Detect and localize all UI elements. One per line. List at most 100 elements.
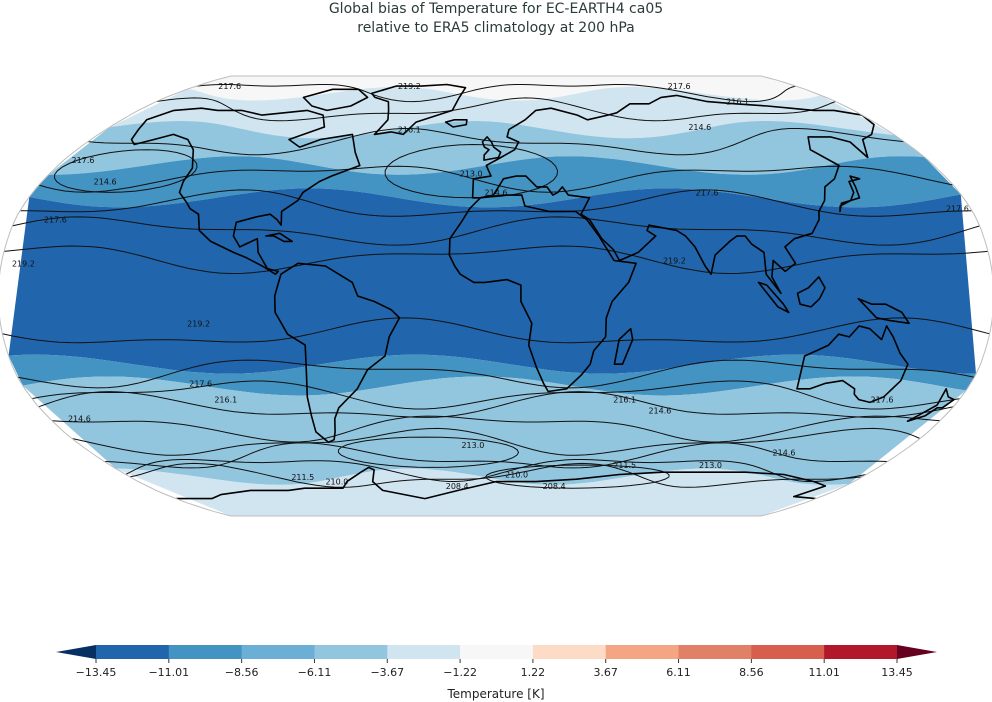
coastline-arctic-islands — [302, 88, 369, 112]
colorbar-tick-label: −3.67 — [370, 666, 404, 679]
contour-loop — [485, 464, 670, 489]
colorbar-tick-label: −1.22 — [443, 666, 477, 679]
colorbar-tick-label: 6.11 — [666, 666, 691, 679]
colorbar-tick-label: 8.56 — [739, 666, 764, 679]
coastline-new-zealand — [906, 388, 955, 422]
contour-line — [71, 427, 921, 456]
title-line-1: Global bias of Temperature for EC-EARTH4… — [328, 1, 664, 17]
colorbar-tick-label: 13.45 — [881, 666, 913, 679]
contour-label: 210.0 — [505, 471, 528, 480]
coastline-sumatra — [757, 281, 790, 314]
colorbar-label: Temperature [K] — [446, 687, 544, 701]
contour-label: 208.4 — [543, 482, 566, 491]
contour-label: 208.4 — [446, 482, 469, 491]
coastline-uk — [481, 136, 502, 161]
coastline-australia — [796, 325, 909, 404]
contour-label: 219.2 — [12, 259, 35, 268]
coastline-madagascar — [613, 327, 634, 365]
colorbar-box — [460, 645, 534, 659]
contour-label: 217.6 — [189, 379, 212, 388]
colorbar-tick-label: −6.11 — [298, 666, 332, 679]
contour-label: 216.1 — [726, 98, 749, 107]
contour-label: 211.5 — [291, 473, 314, 482]
coastline-borneo — [796, 276, 826, 308]
colorbar-box — [824, 645, 898, 659]
contour-label: 213.0 — [460, 169, 483, 178]
contour-label: 213.0 — [699, 461, 722, 470]
contour-line — [31, 380, 961, 410]
contour-label: 219.2 — [398, 82, 421, 91]
contour-label: 217.6 — [44, 216, 67, 225]
temperature-fill — [8, 76, 977, 516]
colorbar-tick-label: −8.56 — [225, 666, 259, 679]
fill-band — [115, 468, 849, 516]
fill-band — [29, 156, 961, 208]
contour-line — [52, 415, 940, 443]
chart-title: Global bias of Temperature for EC-EARTH4… — [0, 0, 992, 38]
title-line-2: relative to ERA5 climatology at 200 hPa — [357, 20, 635, 36]
colorbar: −13.45 −11.01 −8.56 −6.11 −3.67 −1.22 1.22 3.67… — [56, 645, 937, 701]
fill-band — [22, 376, 967, 485]
contour-label: 214.6 — [688, 123, 711, 132]
coastline-greenland — [370, 83, 467, 136]
contour-label: 216.1 — [214, 396, 237, 405]
colorbar-tick-label: −11.01 — [148, 666, 189, 679]
contour-label: 214.6 — [68, 415, 91, 424]
contour-label: 214.6 — [485, 188, 508, 197]
contour-label: 219.2 — [187, 319, 210, 328]
coastline-eurasia — [471, 94, 875, 295]
contour-loop — [53, 149, 198, 193]
colorbar-box — [168, 645, 243, 659]
colorbar-over-arrow — [897, 645, 937, 659]
contour-label: 219.2 — [663, 257, 686, 266]
coastline-new-guinea — [857, 297, 910, 325]
colorbar-tick-label: 1.22 — [521, 666, 546, 679]
colorbar-tick-label: 11.01 — [808, 666, 840, 679]
colorbar-box — [96, 645, 170, 659]
contour-line — [125, 459, 867, 482]
contour-label: 217.6 — [218, 82, 241, 91]
colorbar-box — [532, 645, 607, 659]
contour-line — [12, 216, 980, 246]
contour-label: 216.1 — [398, 126, 421, 135]
coastline-antarctica — [176, 466, 827, 500]
colorbar-box — [751, 645, 825, 659]
contour-line — [87, 128, 905, 156]
contour-label: 217.6 — [871, 396, 894, 405]
map-outline — [0, 75, 992, 517]
contour-label: 214.6 — [648, 407, 671, 416]
contour-label: 217.6 — [946, 205, 969, 214]
contour-label: 217.6 — [696, 188, 719, 197]
contour-label: 211.5 — [613, 461, 636, 470]
contour-label: 214.6 — [773, 449, 796, 458]
coastline-south-america — [273, 262, 401, 444]
colorbar-tick-label: −13.45 — [76, 666, 117, 679]
contour-label: 213.0 — [461, 441, 484, 450]
contour-lines — [2, 84, 990, 489]
contour-label: 210.0 — [325, 478, 348, 487]
contour-line — [17, 359, 975, 389]
contour-label: 217.6 — [72, 156, 95, 165]
colorbar-under-arrow — [56, 645, 96, 659]
contour-line — [196, 84, 796, 103]
colorbar-box — [241, 645, 315, 659]
contour-line — [38, 391, 954, 418]
colorbar-box — [678, 645, 752, 659]
contour-line — [38, 165, 954, 193]
contour-line — [2, 317, 990, 344]
contour-loop — [384, 143, 559, 199]
contour-label: 217.6 — [668, 82, 691, 91]
coastline-africa — [448, 194, 637, 393]
contour-line — [129, 462, 863, 488]
colorbar-box — [314, 645, 388, 659]
fill-band — [8, 354, 977, 396]
coastline-japan — [839, 175, 861, 213]
contour-line — [20, 189, 973, 217]
colorbar-box — [605, 645, 680, 659]
colorbar-tick-label: 3.67 — [593, 666, 618, 679]
contour-label: 214.6 — [94, 178, 117, 187]
contour-line — [156, 97, 836, 122]
coastline-cuba — [265, 232, 293, 243]
